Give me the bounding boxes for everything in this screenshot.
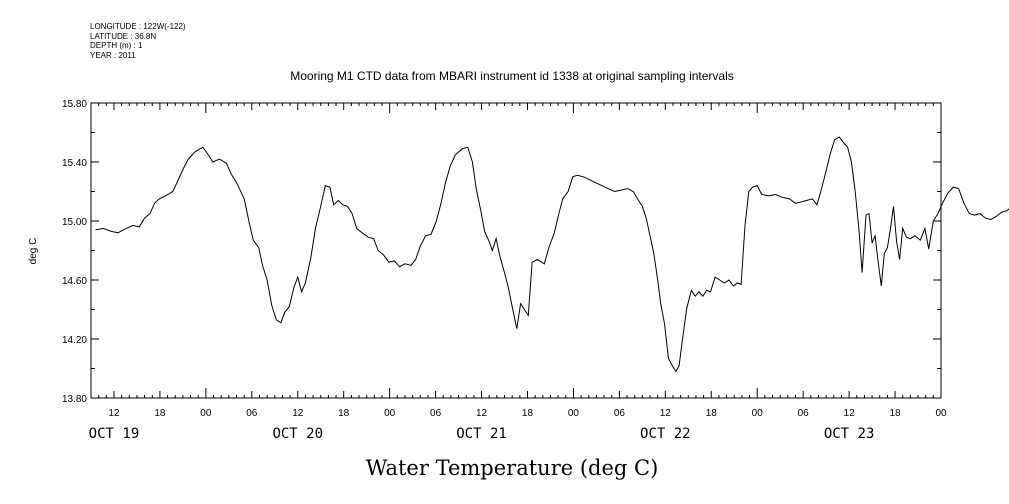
x-hour-label: 00 <box>200 408 212 419</box>
x-day-label: OCT 20 <box>272 426 323 442</box>
x-hour-label: 06 <box>246 408 258 419</box>
series-line <box>95 136 1009 373</box>
series-group <box>95 136 1009 373</box>
x-hour-label: 00 <box>935 408 947 419</box>
y-tick-label: 14.60 <box>62 276 87 287</box>
x-hour-label: 00 <box>568 408 580 419</box>
x-hour-label: 18 <box>154 408 166 419</box>
y-axis-label: deg C <box>28 238 39 265</box>
plot-frame <box>90 102 942 399</box>
x-hour-label: 06 <box>798 408 810 419</box>
x-hour-label: 18 <box>889 408 901 419</box>
y-tick-label: 14.20 <box>62 335 87 346</box>
x-day-label: OCT 23 <box>824 426 875 442</box>
y-tick-label: 15.80 <box>62 99 87 110</box>
x-hour-label: 12 <box>292 408 304 419</box>
y-tick-label: 13.80 <box>62 394 87 405</box>
chart-title: Mooring M1 CTD data from MBARI instrumen… <box>290 69 734 83</box>
y-tick-label: 15.40 <box>62 158 87 169</box>
x-axis: 12 18 00 06 12 18 00 06 12 18 00 06 12 18 00 06 12 18 00 OC… <box>89 103 947 442</box>
x-day-label: OCT 21 <box>456 426 507 442</box>
metadata-block: LONGITUDE : 122W(-122) LATITUDE : 36.8N … <box>90 22 186 60</box>
depth-text: DEPTH (m) : 1 <box>90 41 143 50</box>
x-day-label: OCT 22 <box>640 426 691 442</box>
y-axis: 13.80 14.20 14.60 15.00 15.40 15.80 <box>62 99 941 405</box>
x-hour-label: 12 <box>844 408 856 419</box>
x-hour-label: 12 <box>108 408 120 419</box>
x-hour-label: 12 <box>476 408 488 419</box>
y-tick-label: 15.00 <box>62 217 87 228</box>
x-day-label: OCT 19 <box>89 426 140 442</box>
x-hour-label: 06 <box>614 408 626 419</box>
longitude-text: LONGITUDE : 122W(-122) <box>90 22 186 31</box>
x-hour-label: 12 <box>660 408 672 419</box>
x-hour-label: 00 <box>384 408 396 419</box>
x-hour-label: 18 <box>706 408 718 419</box>
x-hour-label: 18 <box>522 408 534 419</box>
x-hour-label: 18 <box>338 408 350 419</box>
latitude-text: LATITUDE : 36.8N <box>90 31 157 41</box>
x-axis-label: Water Temperature (deg C) <box>366 456 659 480</box>
x-hour-label: 00 <box>752 408 764 419</box>
x-hour-label: 06 <box>430 408 442 419</box>
year-text: YEAR : 2011 <box>90 50 136 60</box>
